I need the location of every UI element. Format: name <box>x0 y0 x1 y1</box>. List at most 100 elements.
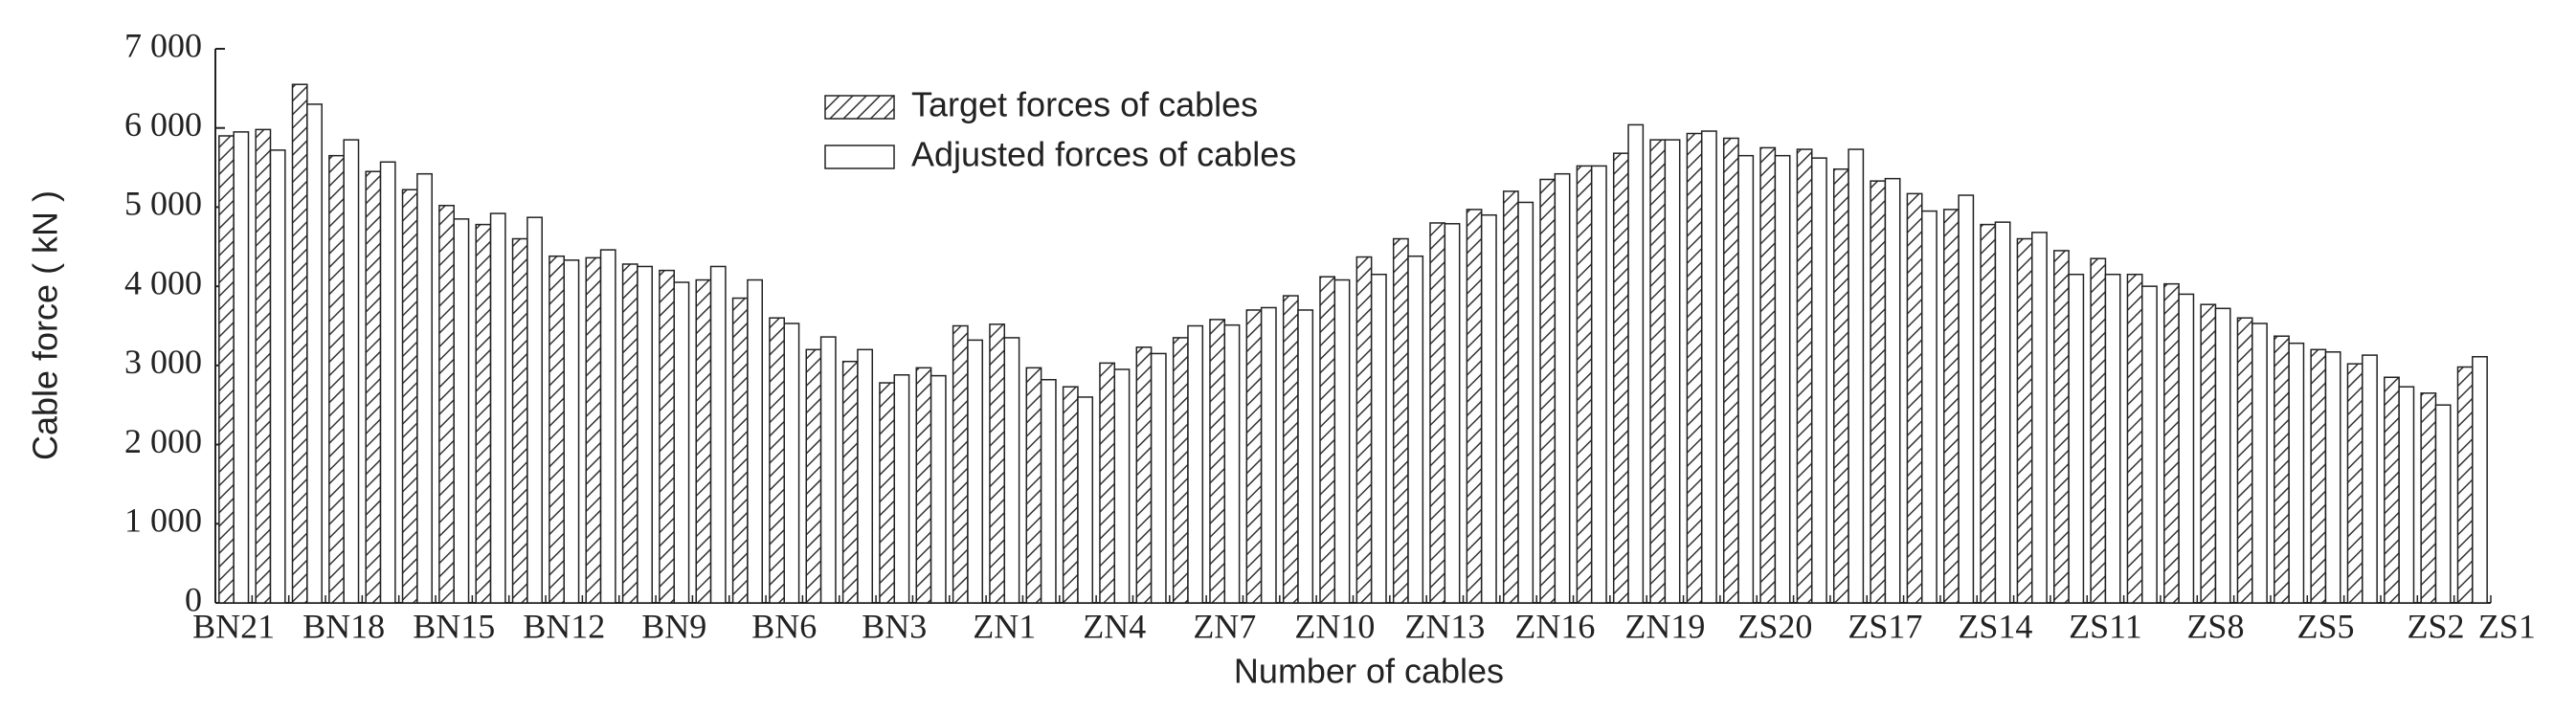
bar <box>857 348 874 604</box>
x-tick-label: BN15 <box>413 607 495 645</box>
bar <box>930 374 947 604</box>
bar <box>269 149 286 604</box>
bar <box>2104 273 2121 604</box>
x-tick-label: BN6 <box>751 607 817 645</box>
bar <box>1539 178 1557 604</box>
bar <box>1700 130 1717 604</box>
bar <box>659 269 675 604</box>
bar <box>2456 366 2474 604</box>
bar <box>2346 363 2363 604</box>
bar <box>2274 335 2290 604</box>
bar <box>1994 221 2011 604</box>
bar <box>2324 351 2341 604</box>
bar <box>879 382 896 604</box>
bar <box>563 259 580 604</box>
bar <box>2362 354 2378 604</box>
bar <box>841 360 859 604</box>
x-tick-label: ZS2 <box>2407 607 2464 645</box>
bar <box>2251 323 2268 604</box>
bar <box>783 323 800 604</box>
x-tick-label: ZN16 <box>1514 607 1595 645</box>
bar <box>1943 209 1960 604</box>
bar <box>1737 154 1755 604</box>
y-tick-label: 5 000 <box>124 185 202 223</box>
bar <box>1832 167 1849 604</box>
bar <box>233 131 250 604</box>
bar <box>621 263 638 604</box>
bar <box>915 367 932 604</box>
bar <box>2141 285 2158 604</box>
bar <box>2178 293 2195 604</box>
bar <box>1884 177 1901 604</box>
bar <box>1554 172 1571 604</box>
bar <box>1062 386 1079 604</box>
x-axis-label: Number of cables <box>1234 652 1504 691</box>
bar <box>1099 362 1116 604</box>
x-tick-label: ZN1 <box>973 607 1036 645</box>
bar <box>438 205 455 604</box>
bar <box>1429 222 1446 604</box>
bar <box>1370 273 1387 604</box>
bar <box>1958 194 1975 604</box>
bar <box>1848 148 1865 604</box>
x-tick-label: BN21 <box>192 607 275 645</box>
bar <box>511 237 528 604</box>
bar <box>709 265 727 604</box>
bar <box>1686 132 1703 604</box>
bar <box>1627 123 1645 604</box>
bar <box>1590 165 1607 604</box>
bar <box>1576 165 1593 604</box>
bar <box>1664 139 1681 604</box>
bar <box>526 216 543 604</box>
bar <box>1407 255 1424 604</box>
bar <box>1392 237 1409 604</box>
bar <box>1113 368 1131 604</box>
bar <box>599 249 616 604</box>
bar <box>2236 317 2253 604</box>
bar <box>489 212 506 604</box>
y-tick-label: 0 <box>185 580 202 618</box>
bar <box>769 317 785 604</box>
bar <box>967 339 984 604</box>
bar <box>1759 146 1777 604</box>
legend-label: Adjusted forces of cables <box>911 135 1296 174</box>
bar <box>1774 154 1791 604</box>
bar <box>2068 273 2085 604</box>
bar <box>893 374 910 604</box>
bar <box>952 324 969 604</box>
y-tick-label: 2 000 <box>124 422 202 460</box>
x-tick-label: ZS17 <box>1848 607 1922 645</box>
bar <box>1209 319 1226 604</box>
y-tick-label: 7 000 <box>124 26 202 64</box>
bar <box>365 170 382 604</box>
bar <box>291 83 308 604</box>
x-tick-label: ZS8 <box>2186 607 2244 645</box>
bar <box>1796 148 1813 604</box>
bar <box>585 256 602 604</box>
bar <box>1223 323 1241 604</box>
bar <box>416 172 433 604</box>
bar <box>2163 282 2180 604</box>
bar <box>1333 278 1351 604</box>
x-tick-label: ZS5 <box>2296 607 2354 645</box>
bar <box>1003 337 1020 604</box>
x-tick-label: ZS11 <box>2069 607 2142 645</box>
x-tick-label: BN18 <box>302 607 385 645</box>
bar <box>1444 223 1461 604</box>
bar <box>2310 348 2327 604</box>
bar <box>1921 210 1938 604</box>
x-tick-label: ZN7 <box>1193 607 1256 645</box>
bar <box>673 281 690 604</box>
bar <box>1282 295 1299 604</box>
y-tick-label: 1 000 <box>124 501 202 540</box>
bar <box>401 189 418 604</box>
bar <box>1466 209 1483 604</box>
bar <box>2053 250 2070 604</box>
bar <box>2420 392 2437 604</box>
bar <box>1245 309 1263 604</box>
bar <box>819 336 837 604</box>
bar <box>1135 346 1153 604</box>
bar <box>1319 276 1336 604</box>
bar <box>1040 378 1057 604</box>
bar <box>549 255 565 604</box>
